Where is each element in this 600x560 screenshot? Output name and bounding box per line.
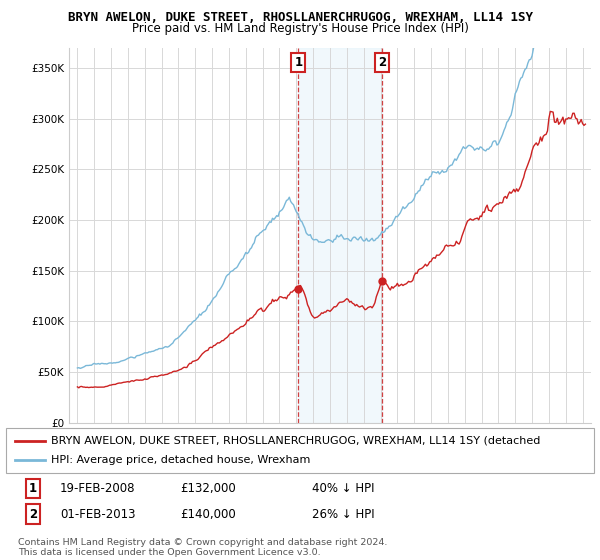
Text: 1: 1 [294,57,302,69]
Bar [298,48,382,423]
Text: 26% ↓ HPI: 26% ↓ HPI [312,507,374,521]
Text: 1: 1 [29,482,37,495]
Text: BRYN AWELON, DUKE STREET, RHOSLLANERCHRUGOG, WREXHAM, LL14 1SY (detached: BRYN AWELON, DUKE STREET, RHOSLLANERCHRU… [51,436,541,446]
Text: HPI: Average price, detached house, Wrexham: HPI: Average price, detached house, Wrex… [51,455,310,465]
Text: 19-FEB-2008: 19-FEB-2008 [60,482,136,495]
Text: £140,000: £140,000 [180,507,236,521]
Text: 40% ↓ HPI: 40% ↓ HPI [312,482,374,495]
Text: £132,000: £132,000 [180,482,236,495]
Text: Contains HM Land Registry data © Crown copyright and database right 2024.
This d: Contains HM Land Registry data © Crown c… [18,538,388,557]
Text: 01-FEB-2013: 01-FEB-2013 [60,507,136,521]
Text: 2: 2 [29,507,37,521]
Text: Price paid vs. HM Land Registry's House Price Index (HPI): Price paid vs. HM Land Registry's House … [131,22,469,35]
Text: 2: 2 [378,57,386,69]
Text: BRYN AWELON, DUKE STREET, RHOSLLANERCHRUGOG, WREXHAM, LL14 1SY: BRYN AWELON, DUKE STREET, RHOSLLANERCHRU… [67,11,533,24]
